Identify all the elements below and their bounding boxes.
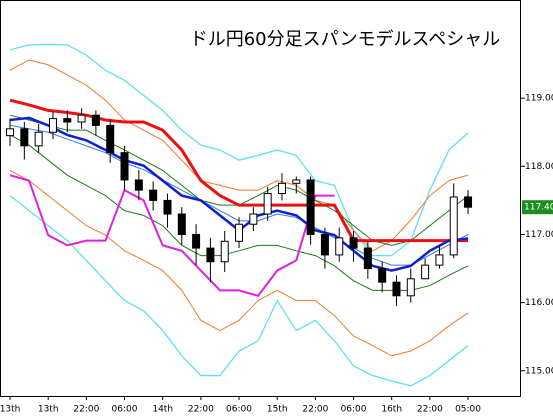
candle-body [149,189,158,201]
y-tick-label: 118.00 [525,162,553,172]
y-tick-label: 116.00 [525,298,553,308]
x-tick-label: 22:00 [73,405,99,415]
candle-body [63,118,72,123]
x-tick-label: 06:00 [112,405,138,415]
x-tick-label: 13th [0,405,20,415]
candle-body [406,278,415,297]
last-price-box [522,200,553,215]
plot-area [6,43,473,387]
indicator-line [9,134,469,291]
x-tick-label: 16th [381,405,402,415]
y-tick-label: 119.00 [525,94,553,104]
candle-body [464,196,473,208]
x-tick-label: 06:00 [341,405,367,415]
candle-body [77,114,86,123]
plot-frame [0,0,521,397]
y-tick-label: 117.00 [525,230,553,240]
candle-body [449,196,458,256]
indicator-line [9,169,469,357]
candle-body [177,213,186,235]
candle-body [34,131,43,147]
candle-body [91,114,100,126]
candle-body [392,281,401,297]
x-tick-label: 22:00 [188,405,214,415]
candle-body [435,254,444,266]
indicator-line [9,98,469,243]
candle-body [263,193,272,215]
candle-body [6,128,15,137]
candle-body [320,233,329,256]
candle-body [363,247,372,270]
candle-body [106,124,115,154]
x-tick-label: 22:00 [302,405,328,415]
candle-body [335,237,344,256]
candle-body [306,179,315,235]
x-tick-label: 05:00 [455,405,481,415]
x-tick-label: 14th [152,405,173,415]
candle-body [421,264,430,280]
candle-body [120,152,129,181]
candle-body [134,179,143,191]
candle-body [292,179,301,184]
candle-body [48,118,57,133]
x-tick-label: 22:00 [417,405,443,415]
indicator-line [9,195,469,387]
candle-body [20,128,29,147]
candle-body [277,182,286,195]
x-tick-label: 13th [38,405,59,415]
indicator-line [9,174,335,297]
chart-title: ドル円60分足スパンモデルスペシャル [190,29,501,50]
y-tick-label: 115.00 [525,366,553,376]
indicator-line [9,43,469,257]
candle-body [235,223,244,242]
candle-body [378,268,387,283]
candle-body [192,233,201,249]
x-tick-label: 06:00 [226,405,252,415]
last-price-label: 117.40 [524,203,553,213]
candle-body [220,240,229,263]
candle-body [349,237,358,249]
candle-body [206,247,215,263]
candle-body [249,213,258,225]
x-tick-label: 15th [267,405,288,415]
candle-body [163,199,172,215]
